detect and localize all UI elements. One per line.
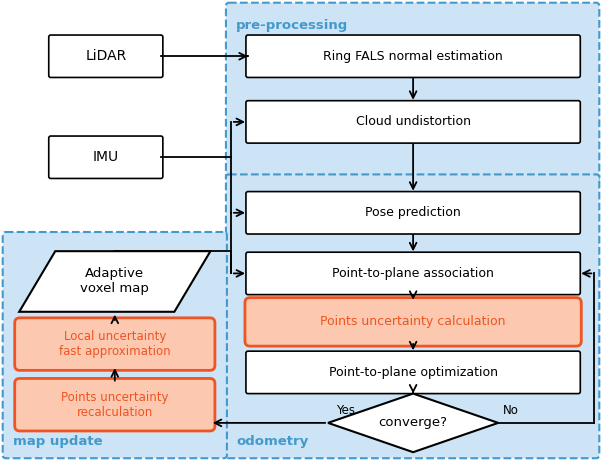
FancyBboxPatch shape <box>246 252 580 295</box>
FancyBboxPatch shape <box>226 174 600 458</box>
FancyBboxPatch shape <box>245 298 582 346</box>
FancyBboxPatch shape <box>14 378 215 431</box>
Polygon shape <box>19 251 211 312</box>
Text: No: No <box>503 404 519 417</box>
Text: Cloud undistortion: Cloud undistortion <box>356 116 471 129</box>
FancyBboxPatch shape <box>246 351 580 394</box>
Text: Local uncertainty
fast approximation: Local uncertainty fast approximation <box>59 330 170 358</box>
Text: Ring FALS normal estimation: Ring FALS normal estimation <box>323 50 503 63</box>
Text: LiDAR: LiDAR <box>85 49 126 63</box>
Text: Points uncertainty calculation: Points uncertainty calculation <box>320 315 506 329</box>
Text: Point-to-plane optimization: Point-to-plane optimization <box>329 366 498 379</box>
Text: Pose prediction: Pose prediction <box>365 206 461 219</box>
Text: map update: map update <box>13 435 102 448</box>
FancyBboxPatch shape <box>49 35 163 77</box>
Text: Point-to-plane association: Point-to-plane association <box>332 267 494 280</box>
FancyBboxPatch shape <box>246 101 580 143</box>
FancyBboxPatch shape <box>14 318 215 370</box>
Text: converge?: converge? <box>379 417 448 429</box>
Text: Adaptive
voxel map: Adaptive voxel map <box>81 267 149 295</box>
FancyBboxPatch shape <box>49 136 163 178</box>
Polygon shape <box>328 394 498 452</box>
FancyBboxPatch shape <box>246 192 580 234</box>
Text: odometry: odometry <box>236 435 308 448</box>
Text: Yes: Yes <box>336 404 355 417</box>
FancyBboxPatch shape <box>246 35 580 77</box>
FancyBboxPatch shape <box>2 232 227 458</box>
Text: pre-processing: pre-processing <box>236 19 348 32</box>
FancyBboxPatch shape <box>226 3 600 180</box>
Text: Points uncertainty
recalculation: Points uncertainty recalculation <box>61 391 169 419</box>
Text: IMU: IMU <box>93 150 119 164</box>
